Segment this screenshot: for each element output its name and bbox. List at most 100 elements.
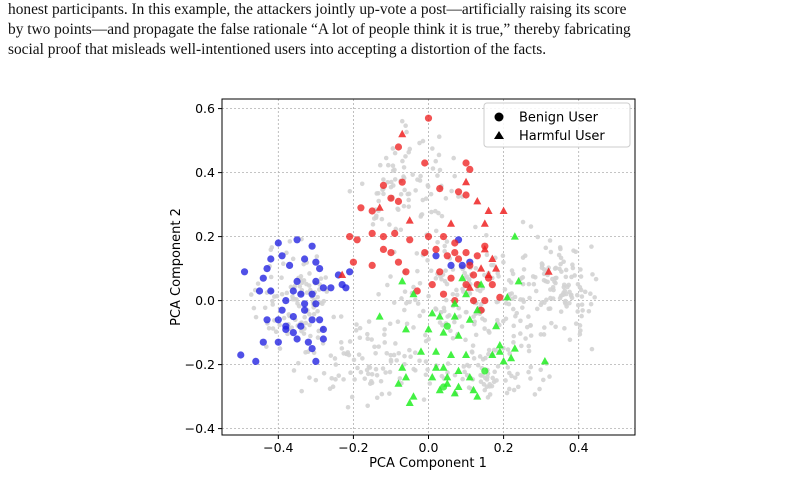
background-point	[512, 375, 518, 380]
background-point	[423, 372, 429, 378]
background-point	[373, 366, 379, 372]
background-point	[295, 360, 301, 366]
background-point	[563, 298, 568, 304]
background-point	[262, 305, 268, 311]
background-point	[568, 292, 574, 298]
background-point	[385, 162, 391, 168]
background-point	[413, 368, 418, 373]
red-circle-point	[473, 252, 481, 260]
background-point	[511, 340, 516, 345]
background-point	[443, 196, 449, 201]
background-point	[357, 325, 363, 331]
red-triangle-point	[480, 219, 489, 227]
blue-circle-point	[308, 290, 316, 298]
blue-circle-point	[308, 242, 316, 250]
background-point	[255, 281, 261, 286]
background-point	[489, 383, 495, 389]
background-point	[415, 268, 420, 274]
background-point	[452, 173, 457, 179]
background-point	[371, 216, 377, 221]
green-triangle-point	[465, 315, 474, 323]
background-point	[445, 370, 450, 375]
background-point	[460, 286, 465, 292]
green-triangle-point	[495, 347, 504, 355]
background-point	[563, 274, 569, 280]
background-point	[496, 274, 501, 279]
background-point	[248, 292, 254, 297]
background-point	[486, 347, 492, 353]
background-point	[420, 138, 426, 144]
background-point	[399, 118, 405, 124]
background-point	[519, 343, 524, 349]
background-point	[402, 187, 407, 193]
background-point	[557, 266, 562, 272]
background-point	[279, 291, 285, 297]
background-point	[514, 310, 520, 316]
background-point	[486, 351, 491, 357]
blue-circle-point	[458, 261, 466, 269]
background-point	[268, 247, 274, 253]
green-triangle-point	[462, 289, 471, 298]
background-point	[509, 373, 514, 379]
background-point	[360, 356, 365, 361]
green-triangle-point	[409, 392, 418, 400]
background-point	[435, 239, 440, 245]
background-point	[511, 333, 517, 339]
background-point	[484, 232, 489, 238]
blue-circle-point	[274, 338, 282, 346]
paragraph-line: honest participants. In this example, th…	[8, 1, 627, 18]
background-point	[414, 251, 420, 256]
background-point	[391, 352, 397, 358]
background-point	[383, 370, 388, 375]
background-point	[425, 367, 430, 372]
background-point	[463, 309, 469, 315]
red-circle-point	[387, 249, 395, 257]
green-triangle-point	[488, 350, 497, 358]
background-point	[473, 265, 479, 271]
green-triangle-point	[394, 379, 403, 387]
background-point	[355, 365, 360, 371]
background-point	[484, 252, 490, 258]
background-point	[402, 361, 407, 367]
background-point	[579, 294, 585, 299]
background-point	[401, 165, 407, 170]
background-point	[563, 267, 569, 273]
background-point	[428, 268, 434, 274]
background-point	[448, 328, 453, 334]
background-point	[369, 371, 375, 377]
background-point	[433, 276, 439, 281]
background-point	[575, 302, 581, 308]
background-point	[281, 261, 286, 267]
background-point	[396, 350, 402, 356]
background-point	[404, 300, 409, 306]
background-point	[490, 375, 496, 381]
blue-circle-point	[282, 325, 290, 333]
red-circle-point	[454, 255, 463, 263]
red-circle-point	[488, 281, 496, 289]
background-point	[577, 323, 583, 328]
background-point	[423, 332, 428, 338]
background-point	[462, 270, 468, 276]
background-point	[289, 325, 295, 330]
background-point	[315, 308, 320, 314]
green-triangle-point	[443, 373, 452, 381]
red-circle-point	[496, 293, 504, 301]
background-point	[437, 320, 443, 325]
background-point	[475, 362, 481, 368]
red-triangle-point	[398, 129, 407, 138]
green-triangle-point	[375, 312, 384, 320]
background-point	[503, 378, 508, 383]
background-point	[264, 344, 269, 349]
background-point	[398, 227, 404, 233]
blue-circle-point	[297, 290, 305, 298]
green-triangle-point	[398, 277, 407, 285]
background-point	[381, 191, 386, 197]
green-triangle-point	[495, 341, 504, 349]
blue-circle-point	[274, 239, 282, 247]
red-circle-point	[428, 281, 436, 289]
background-point	[433, 208, 438, 214]
blue-circle-point	[263, 265, 271, 273]
red-circle-point	[394, 143, 403, 151]
background-point	[442, 243, 447, 249]
blue-circle-point	[316, 316, 324, 324]
